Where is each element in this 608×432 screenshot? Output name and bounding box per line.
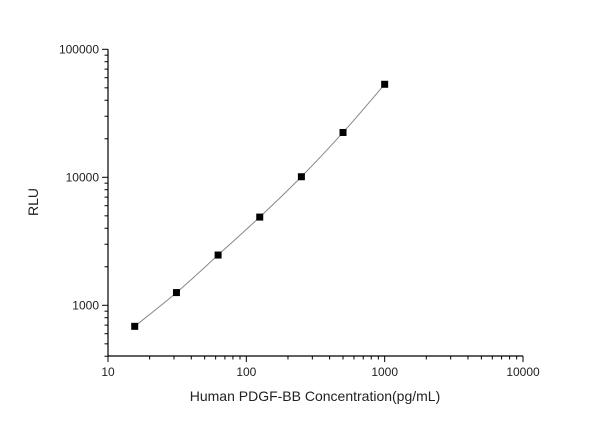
x-tick-label: 10000 bbox=[506, 365, 540, 379]
data-point bbox=[131, 322, 139, 330]
x-axis-label: Human PDGF-BB Concentration(pg/mL) bbox=[190, 388, 441, 404]
x-tick-label: 1000 bbox=[371, 365, 398, 379]
data-point bbox=[339, 128, 347, 136]
axes: 10 100 1000 10000 1000 10000 100000 bbox=[59, 42, 540, 379]
data-point bbox=[172, 289, 180, 297]
x-tick-label: 100 bbox=[236, 365, 256, 379]
x-tick-label: 10 bbox=[101, 365, 115, 379]
fit-curve bbox=[134, 83, 386, 327]
y-tick-label: 1000 bbox=[72, 298, 99, 312]
y-axis-label: RLU bbox=[25, 188, 41, 216]
y-tick-label: 10000 bbox=[66, 170, 100, 184]
data-point bbox=[297, 173, 305, 181]
data-point bbox=[256, 213, 264, 221]
y-tick-label: 100000 bbox=[59, 42, 99, 56]
data-marks bbox=[131, 80, 389, 330]
data-point bbox=[381, 80, 389, 88]
data-point bbox=[214, 251, 222, 259]
